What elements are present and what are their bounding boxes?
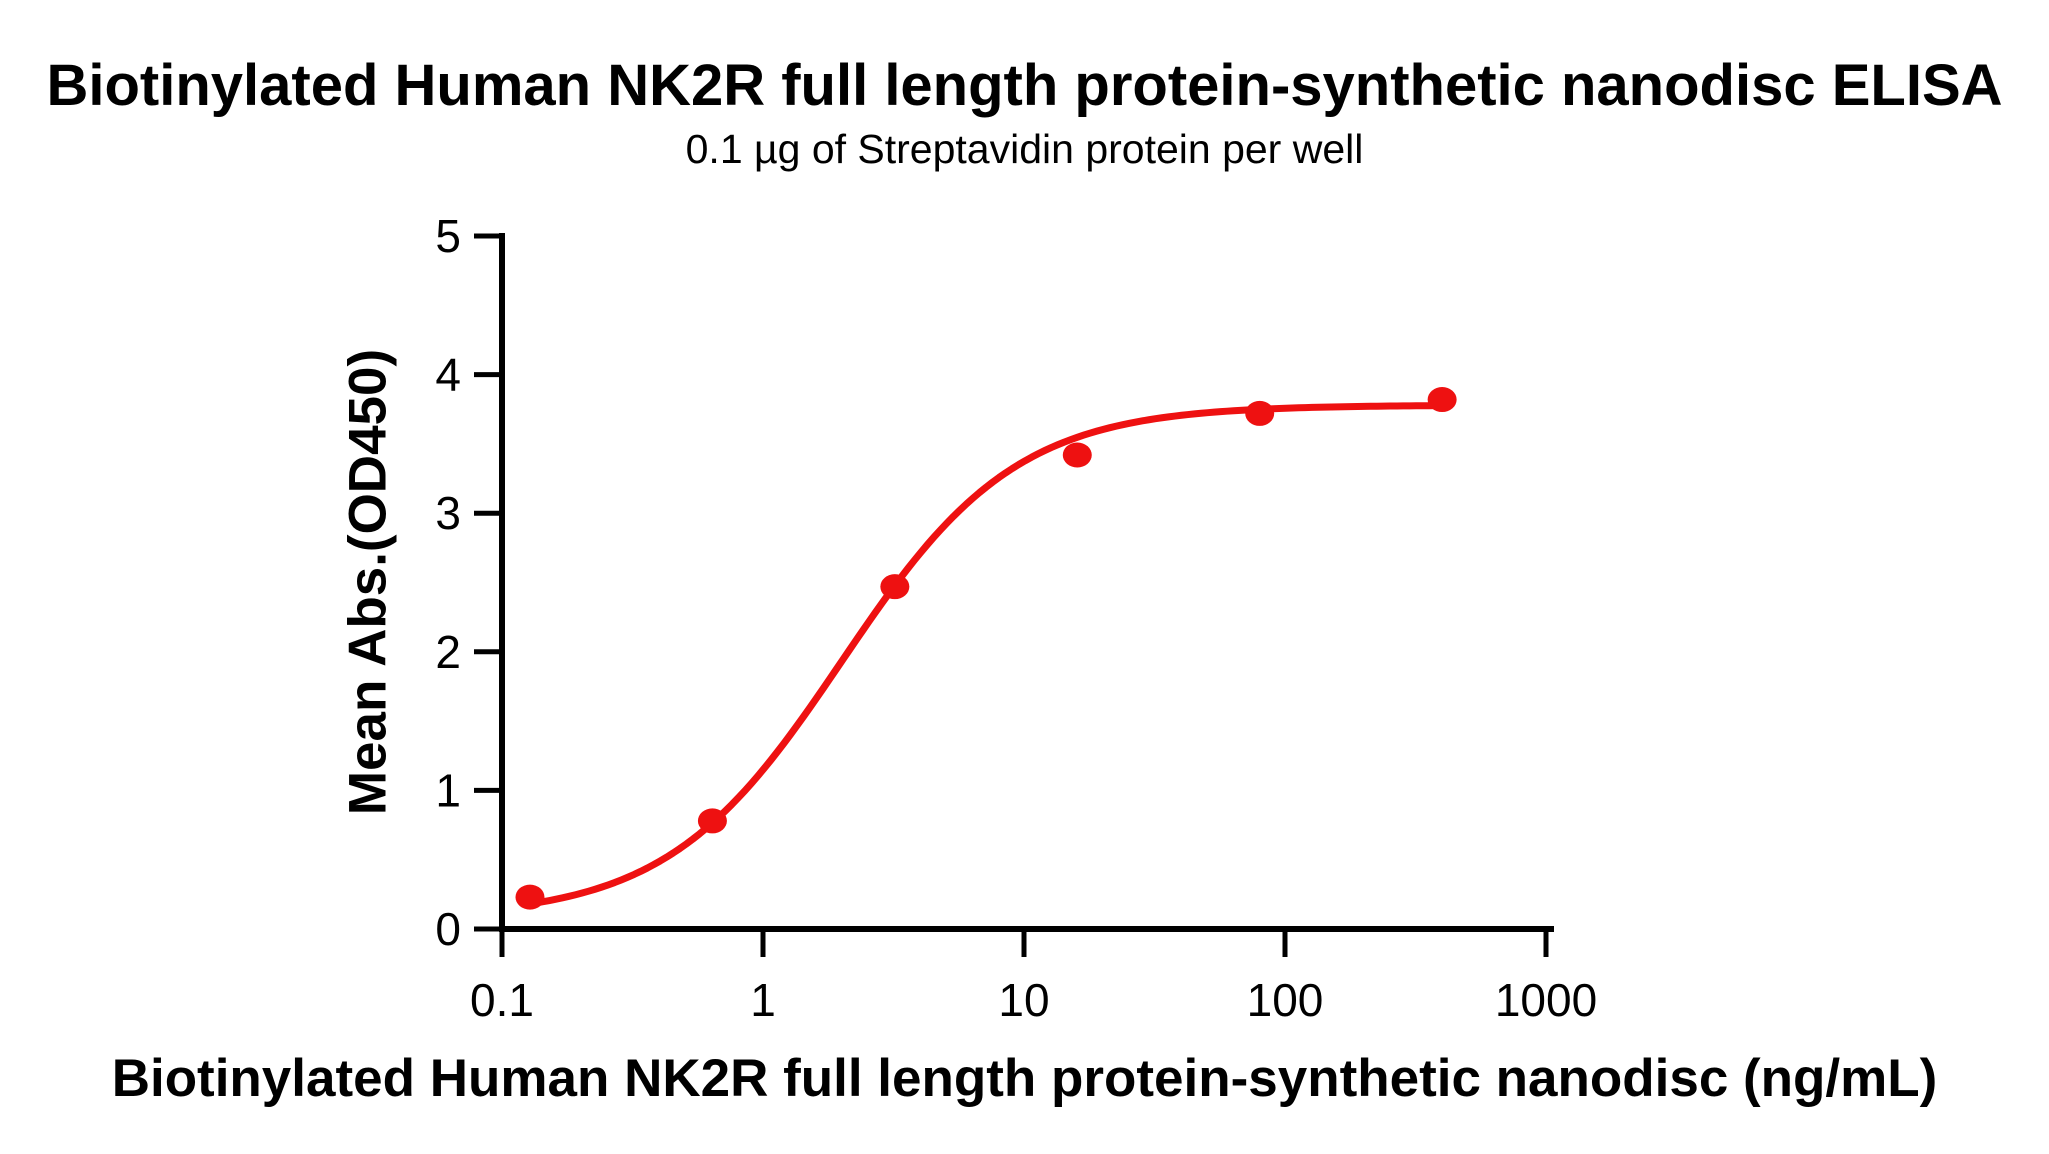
x-tick-label: 10 — [998, 974, 1049, 1026]
x-tick-label: 1000 — [1495, 974, 1597, 1026]
x-axis-label: Biotinylated Human NK2R full length prot… — [111, 1049, 1938, 1108]
data-point — [1062, 442, 1092, 468]
data-point — [880, 574, 910, 600]
y-tick-label: 2 — [435, 626, 461, 678]
data-point — [1427, 387, 1457, 413]
figure-title: Biotinylated Human NK2R full length prot… — [46, 53, 2003, 118]
x-tick-label: 0.1 — [470, 974, 534, 1026]
y-tick-label: 4 — [435, 349, 461, 401]
fit-curve — [526, 402, 1446, 908]
y-tick-label: 5 — [435, 210, 461, 262]
data-point — [1245, 400, 1275, 426]
data-point — [697, 808, 727, 834]
x-tick-label: 100 — [1247, 974, 1324, 1026]
y-tick-label: 3 — [435, 487, 461, 539]
x-tick-label: 1 — [750, 974, 776, 1026]
y-tick-label: 1 — [435, 764, 461, 816]
data-point — [515, 884, 545, 910]
y-tick-label: 0 — [435, 903, 461, 955]
figure-subtitle: 0.1 µg of Streptavidin protein per well — [685, 126, 1364, 172]
